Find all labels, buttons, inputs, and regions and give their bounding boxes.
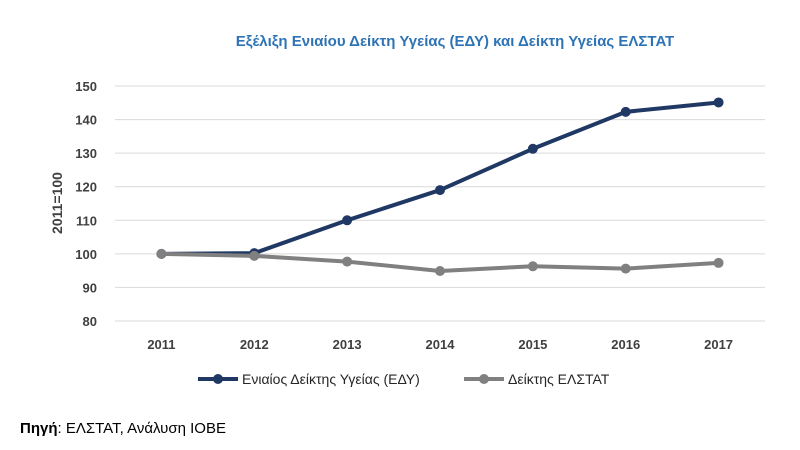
legend-swatch-marker — [479, 374, 489, 384]
x-tick-label: 2013 — [333, 337, 362, 352]
chart-title: Εξέλιξη Ενιαίου Δείκτη Υγείας (ΕΔΥ) και … — [236, 33, 674, 50]
source-text: : ΕΛΣΤΑΤ, Ανάλυση ΙΟΒΕ — [57, 420, 226, 437]
y-tick-label: 80 — [83, 314, 97, 329]
data-point — [620, 263, 631, 274]
legend-swatch-marker — [213, 374, 223, 384]
legend-label: Δείκτης ΕΛΣΤΑΤ — [508, 371, 610, 387]
source-label: Πηγή — [20, 420, 58, 437]
data-point — [527, 143, 538, 154]
data-point — [156, 248, 167, 259]
x-tick-label: 2015 — [518, 337, 547, 352]
y-tick-label: 130 — [75, 146, 97, 161]
y-tick-label: 150 — [75, 79, 97, 94]
data-point — [713, 257, 724, 268]
series-line — [159, 100, 721, 256]
legend-label: Ενιαίος Δείκτης Υγείας (ΕΔΥ) — [242, 371, 420, 387]
y-tick-label: 140 — [75, 113, 97, 128]
line-chart: Εξέλιξη Ενιαίου Δείκτη Υγείας (ΕΔΥ) και … — [49, 33, 765, 387]
y-tick-label: 100 — [75, 247, 97, 262]
data-point — [342, 215, 353, 226]
data-point — [435, 265, 445, 276]
data-point — [713, 97, 724, 108]
x-tick-label: 2014 — [426, 337, 456, 352]
x-tick-label: 2012 — [240, 337, 269, 352]
x-tick-label: 2011 — [147, 337, 175, 352]
source-note: Πηγή: ΕΛΣΤΑΤ, Ανάλυση ΙΟΒΕ — [20, 420, 226, 437]
legend: Ενιαίος Δείκτης Υγείας (ΕΔΥ) Δείκτης ΕΛΣΤ… — [198, 371, 610, 387]
x-tick-label: 2017 — [704, 337, 733, 352]
data-point — [620, 106, 631, 117]
data-point — [342, 256, 353, 267]
x-tick-label: 2016 — [611, 337, 640, 352]
y-tick-label: 90 — [83, 280, 97, 295]
y-tick-label: 120 — [75, 180, 97, 195]
data-point — [249, 250, 260, 261]
data-point — [527, 261, 538, 272]
data-point — [435, 185, 445, 196]
y-tick-label: 110 — [76, 213, 97, 228]
y-axis-label: 2011=100 — [49, 172, 65, 234]
